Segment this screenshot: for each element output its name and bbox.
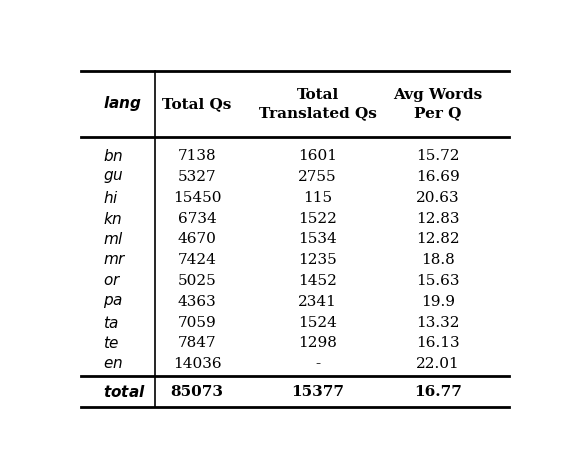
Text: $\it{pa}$: $\it{pa}$ [103, 294, 123, 310]
Text: 12.82: 12.82 [416, 232, 460, 246]
Text: 18.8: 18.8 [421, 253, 455, 267]
Text: 4670: 4670 [177, 232, 217, 246]
Text: 7847: 7847 [177, 337, 217, 350]
Text: 7424: 7424 [177, 253, 217, 267]
Text: $\bfit{lang}$: $\bfit{lang}$ [103, 94, 142, 113]
Text: 1522: 1522 [298, 211, 337, 226]
Text: $\it{mr}$: $\it{mr}$ [103, 253, 127, 267]
Text: 16.13: 16.13 [416, 337, 460, 350]
Text: $\it{bn}$: $\it{bn}$ [103, 148, 124, 164]
Text: Total
Translated Qs: Total Translated Qs [259, 88, 377, 120]
Text: 1534: 1534 [298, 232, 337, 246]
Text: 1524: 1524 [298, 316, 337, 329]
Text: $\it{kn}$: $\it{kn}$ [103, 211, 123, 227]
Text: 13.32: 13.32 [416, 316, 460, 329]
Text: 15377: 15377 [291, 385, 344, 399]
Text: 15.63: 15.63 [416, 274, 460, 288]
Text: 7138: 7138 [177, 149, 217, 163]
Text: 1298: 1298 [298, 337, 337, 350]
Text: 85073: 85073 [170, 385, 223, 399]
Text: $\bfit{total}$: $\bfit{total}$ [103, 384, 146, 400]
Text: $\it{or}$: $\it{or}$ [103, 274, 122, 288]
Text: 1601: 1601 [298, 149, 337, 163]
Text: 12.83: 12.83 [416, 211, 460, 226]
Text: -: - [315, 357, 320, 371]
Text: Total Qs: Total Qs [162, 97, 232, 111]
Text: 6734: 6734 [177, 211, 217, 226]
Text: 16.77: 16.77 [414, 385, 462, 399]
Text: 4363: 4363 [177, 295, 217, 309]
Text: 2341: 2341 [298, 295, 337, 309]
Text: $\it{ta}$: $\it{ta}$ [103, 315, 120, 330]
Text: $\it{ml}$: $\it{ml}$ [103, 231, 124, 247]
Text: 16.69: 16.69 [416, 170, 460, 184]
Text: 19.9: 19.9 [421, 295, 455, 309]
Text: 1235: 1235 [298, 253, 337, 267]
Text: $\it{en}$: $\it{en}$ [103, 357, 123, 371]
Text: 15450: 15450 [173, 191, 221, 205]
Text: $\it{te}$: $\it{te}$ [103, 336, 120, 352]
Text: 20.63: 20.63 [416, 191, 460, 205]
Text: Avg Words
Per Q: Avg Words Per Q [393, 88, 483, 120]
Text: 7059: 7059 [177, 316, 217, 329]
Text: 2755: 2755 [298, 170, 337, 184]
Text: $\it{hi}$: $\it{hi}$ [103, 190, 119, 206]
Text: 22.01: 22.01 [416, 357, 460, 371]
Text: 1452: 1452 [298, 274, 337, 288]
Text: 5327: 5327 [177, 170, 217, 184]
Text: $\it{gu}$: $\it{gu}$ [103, 169, 124, 185]
Text: 15.72: 15.72 [416, 149, 460, 163]
Text: 115: 115 [303, 191, 332, 205]
Text: 14036: 14036 [173, 357, 221, 371]
Text: 5025: 5025 [177, 274, 217, 288]
